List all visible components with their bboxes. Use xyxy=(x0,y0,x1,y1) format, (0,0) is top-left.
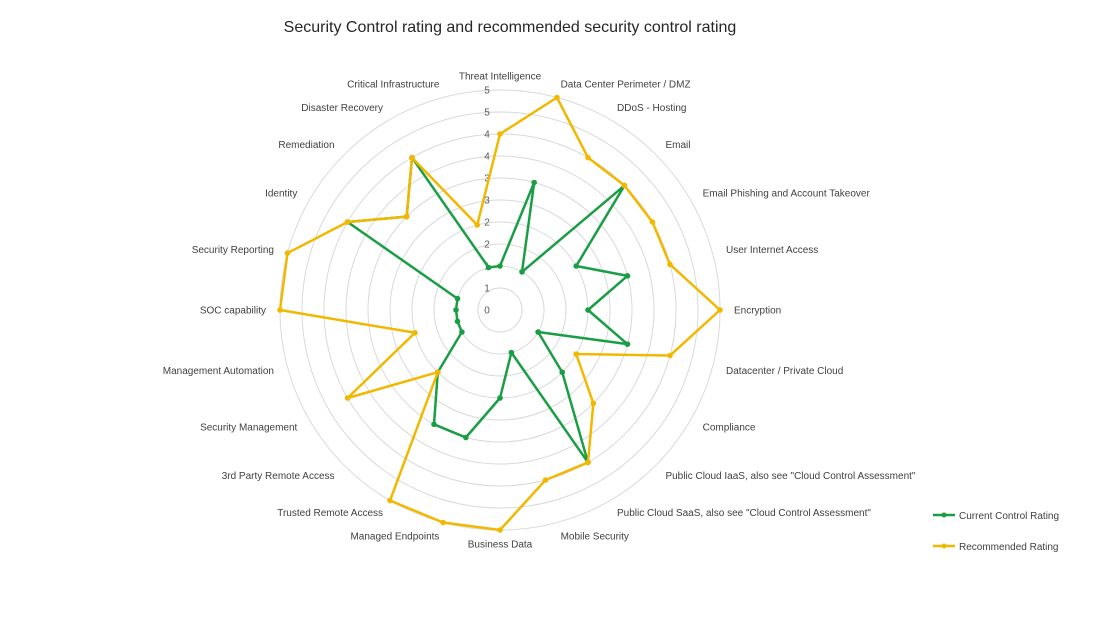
data-point[interactable] xyxy=(497,131,503,137)
data-point[interactable] xyxy=(573,351,580,357)
axis-label: Mobile Security xyxy=(561,532,629,543)
data-point[interactable] xyxy=(431,421,437,428)
data-point[interactable] xyxy=(463,434,469,441)
legend-label-current: Current Control Rating xyxy=(959,511,1059,522)
tick-label: 1 xyxy=(484,284,490,295)
data-point[interactable] xyxy=(667,261,673,268)
grid-ring xyxy=(345,155,655,465)
data-point[interactable] xyxy=(459,329,465,335)
series-layer xyxy=(277,94,723,533)
axis-label: SOC capability xyxy=(200,306,266,317)
grid-ring xyxy=(389,199,611,421)
tick-label: 3 xyxy=(484,174,490,185)
data-point[interactable] xyxy=(621,182,628,189)
axis-label: Business Data xyxy=(468,540,533,551)
axis-label: Management Automation xyxy=(163,366,274,377)
data-point[interactable] xyxy=(590,400,597,407)
axis-label: Public Cloud IaaS, also see "Cloud Contr… xyxy=(665,471,915,482)
axis-label: Encryption xyxy=(734,306,781,317)
data-point[interactable] xyxy=(440,519,446,526)
data-point[interactable] xyxy=(554,94,560,101)
data-point[interactable] xyxy=(387,497,393,504)
axis-label: Identity xyxy=(265,189,297,200)
grid-rings xyxy=(279,89,721,531)
data-point[interactable] xyxy=(531,179,537,186)
data-point[interactable] xyxy=(542,477,549,483)
axis-label: Security Reporting xyxy=(192,245,274,256)
data-point[interactable] xyxy=(624,341,631,347)
data-point[interactable] xyxy=(474,222,481,228)
chart-title: Security Control rating and recommended … xyxy=(284,19,737,36)
data-point[interactable] xyxy=(409,154,415,161)
data-point[interactable] xyxy=(403,213,410,220)
axis-label: Public Cloud SaaS, also see "Cloud Contr… xyxy=(617,508,871,519)
legend: Current Control Rating Recommended Ratin… xyxy=(933,511,1059,553)
legend-label-recommended: Recommended Rating xyxy=(959,542,1059,553)
data-point[interactable] xyxy=(284,250,291,256)
data-point[interactable] xyxy=(454,318,461,325)
axis-label: Trusted Remote Access xyxy=(277,508,383,519)
tick-label: 5 xyxy=(484,108,490,119)
axis-label: Critical Infrastructure xyxy=(347,79,440,90)
legend-marker-recommended xyxy=(941,543,947,549)
data-point[interactable] xyxy=(497,263,503,269)
data-point[interactable] xyxy=(667,352,673,359)
axis-label: Threat Intelligence xyxy=(459,72,542,83)
axis-label: Remediation xyxy=(278,140,334,151)
data-point[interactable] xyxy=(585,459,591,466)
axis-label: 3rd Party Remote Access xyxy=(222,471,335,482)
data-point[interactable] xyxy=(277,307,283,313)
tick-label: 2 xyxy=(484,218,490,229)
axis-label: Compliance xyxy=(703,423,756,434)
series-recommended xyxy=(277,94,723,533)
legend-marker-current xyxy=(941,512,947,518)
data-point[interactable] xyxy=(412,329,418,336)
data-point[interactable] xyxy=(497,395,503,401)
legend-item-current[interactable]: Current Control Rating xyxy=(933,511,1059,522)
data-point[interactable] xyxy=(485,264,492,271)
data-point[interactable] xyxy=(434,369,441,376)
data-point[interactable] xyxy=(559,369,566,376)
data-point[interactable] xyxy=(508,349,515,356)
data-point[interactable] xyxy=(453,307,459,313)
data-point[interactable] xyxy=(454,295,461,302)
axis-label: Email Phishing and Account Takeover xyxy=(703,189,871,200)
tick-label: 3 xyxy=(484,196,490,207)
grid-ring xyxy=(433,243,567,377)
tick-label: 4 xyxy=(484,130,490,141)
axis-label: Managed Endpoints xyxy=(350,532,439,543)
data-point[interactable] xyxy=(585,154,591,161)
data-point[interactable] xyxy=(573,263,580,269)
tick-label: 4 xyxy=(484,152,490,163)
grid-ring xyxy=(455,265,545,355)
axis-label: Email xyxy=(665,140,690,151)
tick-label: 2 xyxy=(484,240,490,251)
data-point[interactable] xyxy=(585,307,591,313)
data-point[interactable] xyxy=(649,219,656,225)
grid-ring xyxy=(301,111,699,509)
grid-ring xyxy=(367,177,633,443)
grid-ring xyxy=(477,287,523,333)
data-point[interactable] xyxy=(717,307,723,313)
axis-label: Disaster Recovery xyxy=(301,103,383,114)
data-point[interactable] xyxy=(624,273,631,279)
axis-label: Security Management xyxy=(200,423,297,434)
data-point[interactable] xyxy=(497,527,503,533)
legend-item-recommended[interactable]: Recommended Rating xyxy=(933,542,1059,553)
tick-label: 5 xyxy=(484,86,490,97)
axis-labels: Threat Intelligence Data Center Perimeter… xyxy=(163,72,916,551)
data-point[interactable] xyxy=(344,219,351,225)
axis-label: Data Center Perimeter / DMZ xyxy=(561,79,691,90)
data-point[interactable] xyxy=(535,329,541,335)
data-point[interactable] xyxy=(519,269,525,275)
tick-label: 0 xyxy=(484,306,490,317)
tick-labels: 01122334455 xyxy=(484,86,490,317)
axis-label: Datacenter / Private Cloud xyxy=(726,366,843,377)
axis-label: User Internet Access xyxy=(726,245,818,256)
axis-label: DDoS - Hosting xyxy=(617,103,686,114)
data-point[interactable] xyxy=(344,395,351,401)
